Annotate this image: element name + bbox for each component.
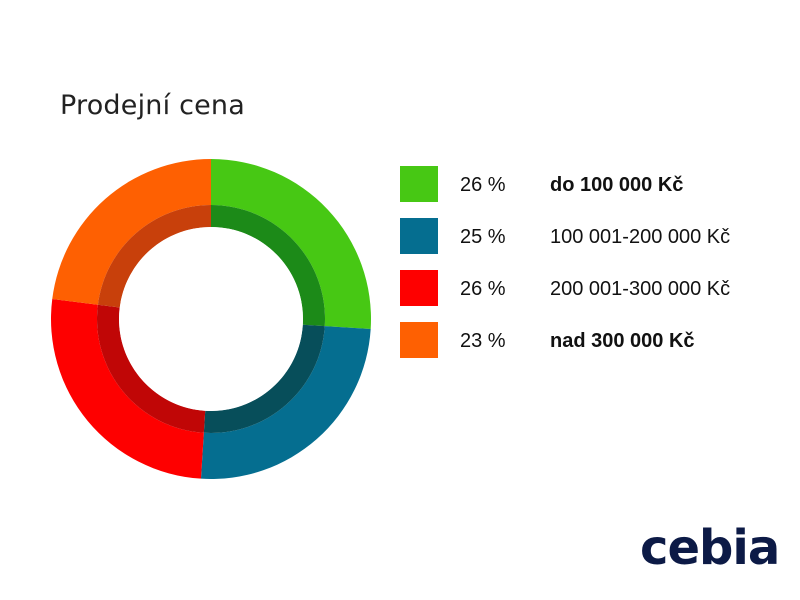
- legend-label: nad 300 000 Kč: [550, 330, 695, 352]
- legend-item: 25 % 100 001-200 000 Kč: [400, 218, 790, 270]
- legend-swatch: [400, 322, 438, 358]
- legend-label: do 100 000 Kč: [550, 174, 684, 196]
- legend-label: 200 001-300 000 Kč: [550, 278, 731, 300]
- legend-percent: 26 %: [460, 278, 506, 300]
- cebia-logo: cebia: [640, 520, 780, 576]
- donut-slice-3: [50, 298, 204, 479]
- donut-slice-4: [52, 159, 212, 305]
- chart-title: Prodejní cena: [60, 90, 245, 121]
- legend-percent: 25 %: [460, 226, 506, 248]
- legend-item: 26 % 200 001-300 000 Kč: [400, 270, 790, 322]
- legend-swatch: [400, 218, 438, 254]
- legend-swatch: [400, 166, 438, 202]
- legend-item: 23 % nad 300 000 Kč: [400, 322, 790, 374]
- legend-percent: 26 %: [460, 174, 506, 196]
- donut-chart: [50, 159, 371, 480]
- legend-item: 26 % do 100 000 Kč: [400, 166, 790, 218]
- donut-slice-inner-4: [97, 205, 211, 308]
- legend-percent: 23 %: [460, 330, 506, 352]
- legend-label: 100 001-200 000 Kč: [550, 226, 731, 248]
- donut-slice-inner-1: [211, 205, 326, 327]
- donut-slice-inner-2: [203, 324, 325, 434]
- donut-slice-2: [200, 326, 371, 480]
- legend-swatch: [400, 270, 438, 306]
- donut-slice-1: [211, 159, 371, 330]
- donut-slice-inner-3: [97, 304, 206, 433]
- chart-legend: 26 % do 100 000 Kč 25 % 100 001-200 000 Kč 2…: [400, 166, 790, 374]
- donut-hole: [119, 227, 303, 411]
